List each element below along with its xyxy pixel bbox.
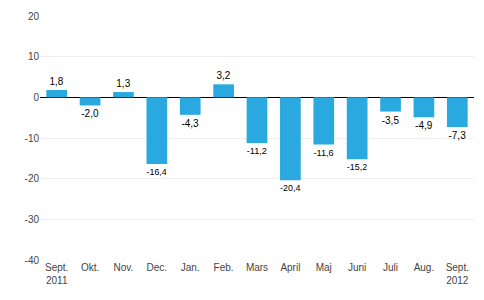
svg-text:-7,3: -7,3 — [448, 130, 466, 141]
svg-text:20: 20 — [28, 11, 40, 22]
svg-text:1,8: 1,8 — [50, 76, 64, 87]
svg-text:Feb.: Feb. — [214, 262, 234, 273]
svg-text:0: 0 — [33, 92, 39, 103]
svg-text:Juni: Juni — [348, 262, 366, 273]
svg-text:-16,4: -16,4 — [147, 167, 167, 177]
svg-text:Sept.2012: Sept.2012 — [446, 262, 469, 286]
svg-text:Mars: Mars — [246, 262, 268, 273]
svg-text:Aug.: Aug. — [414, 262, 435, 273]
svg-text:-15,2: -15,2 — [347, 162, 367, 172]
svg-text:Nov.: Nov. — [114, 262, 134, 273]
svg-text:-20,4: -20,4 — [280, 183, 300, 193]
svg-text:-10: -10 — [25, 133, 40, 144]
svg-text:-11,2: -11,2 — [247, 146, 267, 156]
svg-text:Sept.2011: Sept.2011 — [45, 262, 68, 286]
svg-text:Okt.: Okt. — [81, 262, 99, 273]
svg-text:-4,9: -4,9 — [415, 120, 433, 131]
svg-text:-2,0: -2,0 — [81, 108, 99, 119]
svg-text:April: April — [280, 262, 300, 273]
svg-text:10: 10 — [28, 51, 40, 62]
svg-text:3,2: 3,2 — [216, 70, 230, 81]
svg-text:Dec.: Dec. — [147, 262, 168, 273]
svg-text:-11,6: -11,6 — [313, 148, 333, 158]
svg-text:-30: -30 — [25, 214, 40, 225]
svg-text:1,3: 1,3 — [116, 78, 130, 89]
svg-text:-4,3: -4,3 — [181, 118, 199, 129]
svg-text:-40: -40 — [25, 255, 40, 266]
svg-text:Juli: Juli — [383, 262, 398, 273]
svg-text:-3,5: -3,5 — [382, 115, 400, 126]
svg-text:Jan.: Jan. — [181, 262, 200, 273]
svg-text:-20: -20 — [25, 173, 40, 184]
svg-text:Maj: Maj — [316, 262, 332, 273]
